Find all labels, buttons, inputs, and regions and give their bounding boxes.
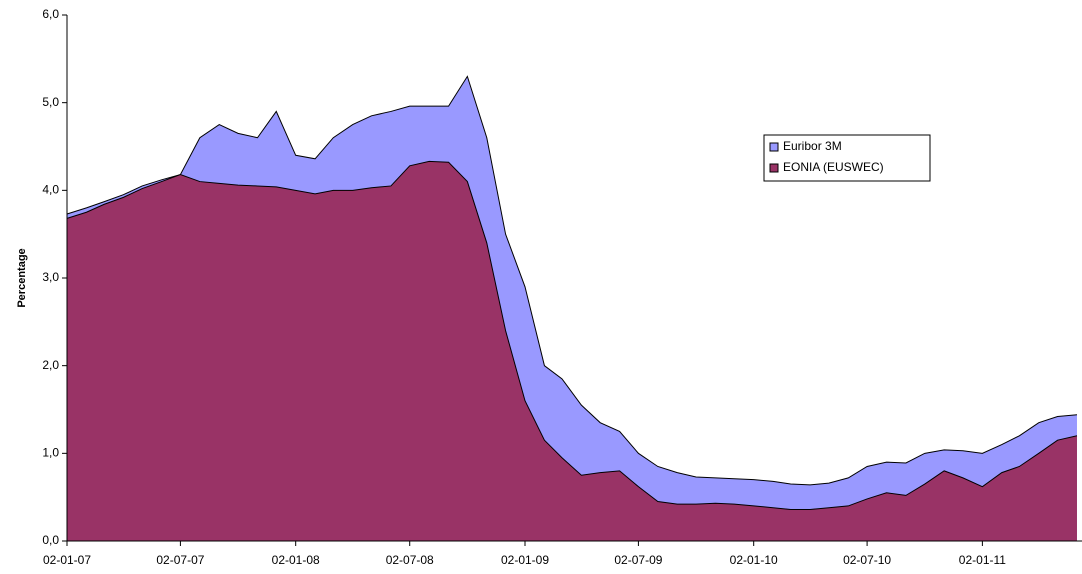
y-tick-label: 5,0	[42, 95, 59, 109]
x-tick-label: 02-01-08	[272, 553, 320, 567]
x-tick-label: 02-07-08	[386, 553, 434, 567]
legend-label: Euribor 3M	[783, 139, 842, 153]
y-tick-label: 2,0	[42, 358, 59, 372]
y-tick-label: 0,0	[42, 533, 59, 547]
y-axis-label: Percentage	[16, 248, 28, 307]
legend-swatch	[769, 142, 779, 152]
y-tick-label: 3,0	[42, 270, 59, 284]
x-tick-label: 02-07-10	[843, 553, 891, 567]
area-outline	[66, 75, 1078, 486]
y-tick-label: 6,0	[42, 7, 59, 21]
x-tick-label: 02-01-11	[959, 553, 1006, 567]
y-tick-label: 1,0	[42, 446, 59, 460]
area	[67, 161, 1077, 541]
x-tick-label: 02-07-09	[614, 553, 662, 567]
y-tick-label: 4,0	[42, 183, 59, 197]
x-tick-label: 02-07-07	[156, 553, 204, 567]
area-outline	[66, 160, 1078, 510]
x-tick-label: 02-01-09	[501, 553, 549, 567]
legend-swatch	[769, 163, 779, 173]
legend-box	[763, 134, 931, 182]
legend-label: EONIA (EUSWEC)	[783, 160, 884, 174]
x-tick-label: 02-01-07	[43, 553, 91, 567]
x-tick-label: 02-01-10	[730, 553, 778, 567]
